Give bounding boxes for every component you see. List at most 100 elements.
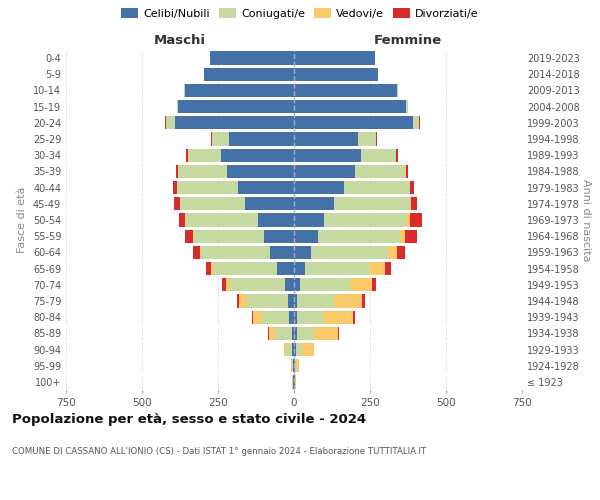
Bar (180, 197, 245, 210)
Bar (166, 116, 175, 130)
Bar (185, 84, 294, 97)
Bar (294, 294, 297, 308)
Bar (397, 84, 398, 97)
Bar (294, 343, 296, 356)
Bar (297, 310, 323, 324)
Bar (226, 278, 230, 291)
Y-axis label: Fasce di età: Fasce di età (17, 187, 27, 253)
Bar (358, 132, 376, 145)
Bar (294, 246, 311, 259)
Bar (294, 262, 305, 275)
Bar (294, 197, 334, 210)
Bar (296, 343, 302, 356)
Bar (400, 230, 405, 243)
Bar (319, 230, 400, 243)
Bar (174, 197, 179, 210)
Bar (289, 310, 294, 324)
Bar (178, 165, 227, 178)
Bar (238, 181, 294, 194)
Bar (211, 262, 214, 275)
Bar (344, 181, 410, 194)
Bar (410, 197, 411, 210)
Bar (361, 148, 396, 162)
Bar (294, 181, 344, 194)
Bar (285, 278, 294, 291)
Bar (413, 116, 419, 130)
Text: Popolazione per età, sesso e stato civile - 2024: Popolazione per età, sesso e stato civil… (12, 412, 366, 426)
Bar (406, 214, 410, 226)
Bar (177, 100, 178, 114)
Bar (406, 100, 408, 114)
Bar (288, 294, 294, 308)
Bar (297, 294, 334, 308)
Y-axis label: Anni di nascita: Anni di nascita (581, 179, 591, 261)
Bar (193, 246, 200, 259)
Bar (237, 294, 239, 308)
Text: COMUNE DI CASSANO ALL'IONIO (CS) - Dati ISTAT 1° gennaio 2024 - Elaborazione TUT: COMUNE DI CASSANO ALL'IONIO (CS) - Dati … (12, 448, 426, 456)
Bar (405, 165, 406, 178)
Bar (295, 376, 296, 388)
Bar (185, 230, 193, 243)
Bar (292, 359, 293, 372)
Bar (325, 214, 406, 226)
Bar (245, 197, 294, 210)
Bar (410, 181, 414, 194)
Bar (292, 343, 294, 356)
Bar (294, 214, 325, 226)
Bar (212, 132, 229, 145)
Bar (294, 376, 295, 388)
Bar (222, 278, 226, 291)
Bar (186, 148, 188, 162)
Bar (252, 310, 253, 324)
Bar (229, 132, 294, 145)
Bar (294, 52, 374, 64)
Bar (293, 376, 294, 388)
Bar (300, 278, 350, 291)
Bar (194, 230, 263, 243)
Bar (221, 148, 294, 162)
Bar (227, 165, 294, 178)
Bar (410, 214, 422, 226)
Bar (173, 181, 176, 194)
Bar (186, 214, 257, 226)
Bar (294, 148, 361, 162)
Bar (294, 84, 397, 97)
Bar (388, 246, 397, 259)
Bar (201, 246, 269, 259)
Bar (334, 197, 410, 210)
Bar (284, 343, 286, 356)
Bar (294, 68, 377, 81)
Bar (205, 68, 294, 81)
Bar (296, 359, 299, 372)
Bar (176, 165, 178, 178)
Bar (262, 310, 289, 324)
Bar (297, 326, 314, 340)
Bar (184, 84, 185, 97)
Bar (211, 132, 212, 145)
Bar (294, 132, 358, 145)
Bar (334, 294, 362, 308)
Bar (263, 230, 294, 243)
Bar (206, 262, 211, 275)
Bar (294, 100, 406, 114)
Bar (200, 246, 201, 259)
Bar (211, 52, 294, 64)
Bar (405, 230, 417, 243)
Bar (257, 214, 294, 226)
Bar (353, 310, 355, 324)
Bar (179, 214, 185, 226)
Bar (185, 214, 186, 226)
Bar (295, 359, 296, 372)
Bar (188, 148, 221, 162)
Bar (305, 262, 370, 275)
Bar (268, 326, 269, 340)
Bar (294, 359, 295, 372)
Bar (294, 326, 297, 340)
Bar (193, 230, 194, 243)
Bar (253, 310, 262, 324)
Text: Femmine: Femmine (374, 34, 442, 47)
Bar (277, 262, 294, 275)
Bar (362, 294, 365, 308)
Bar (302, 343, 314, 356)
Bar (396, 148, 398, 162)
